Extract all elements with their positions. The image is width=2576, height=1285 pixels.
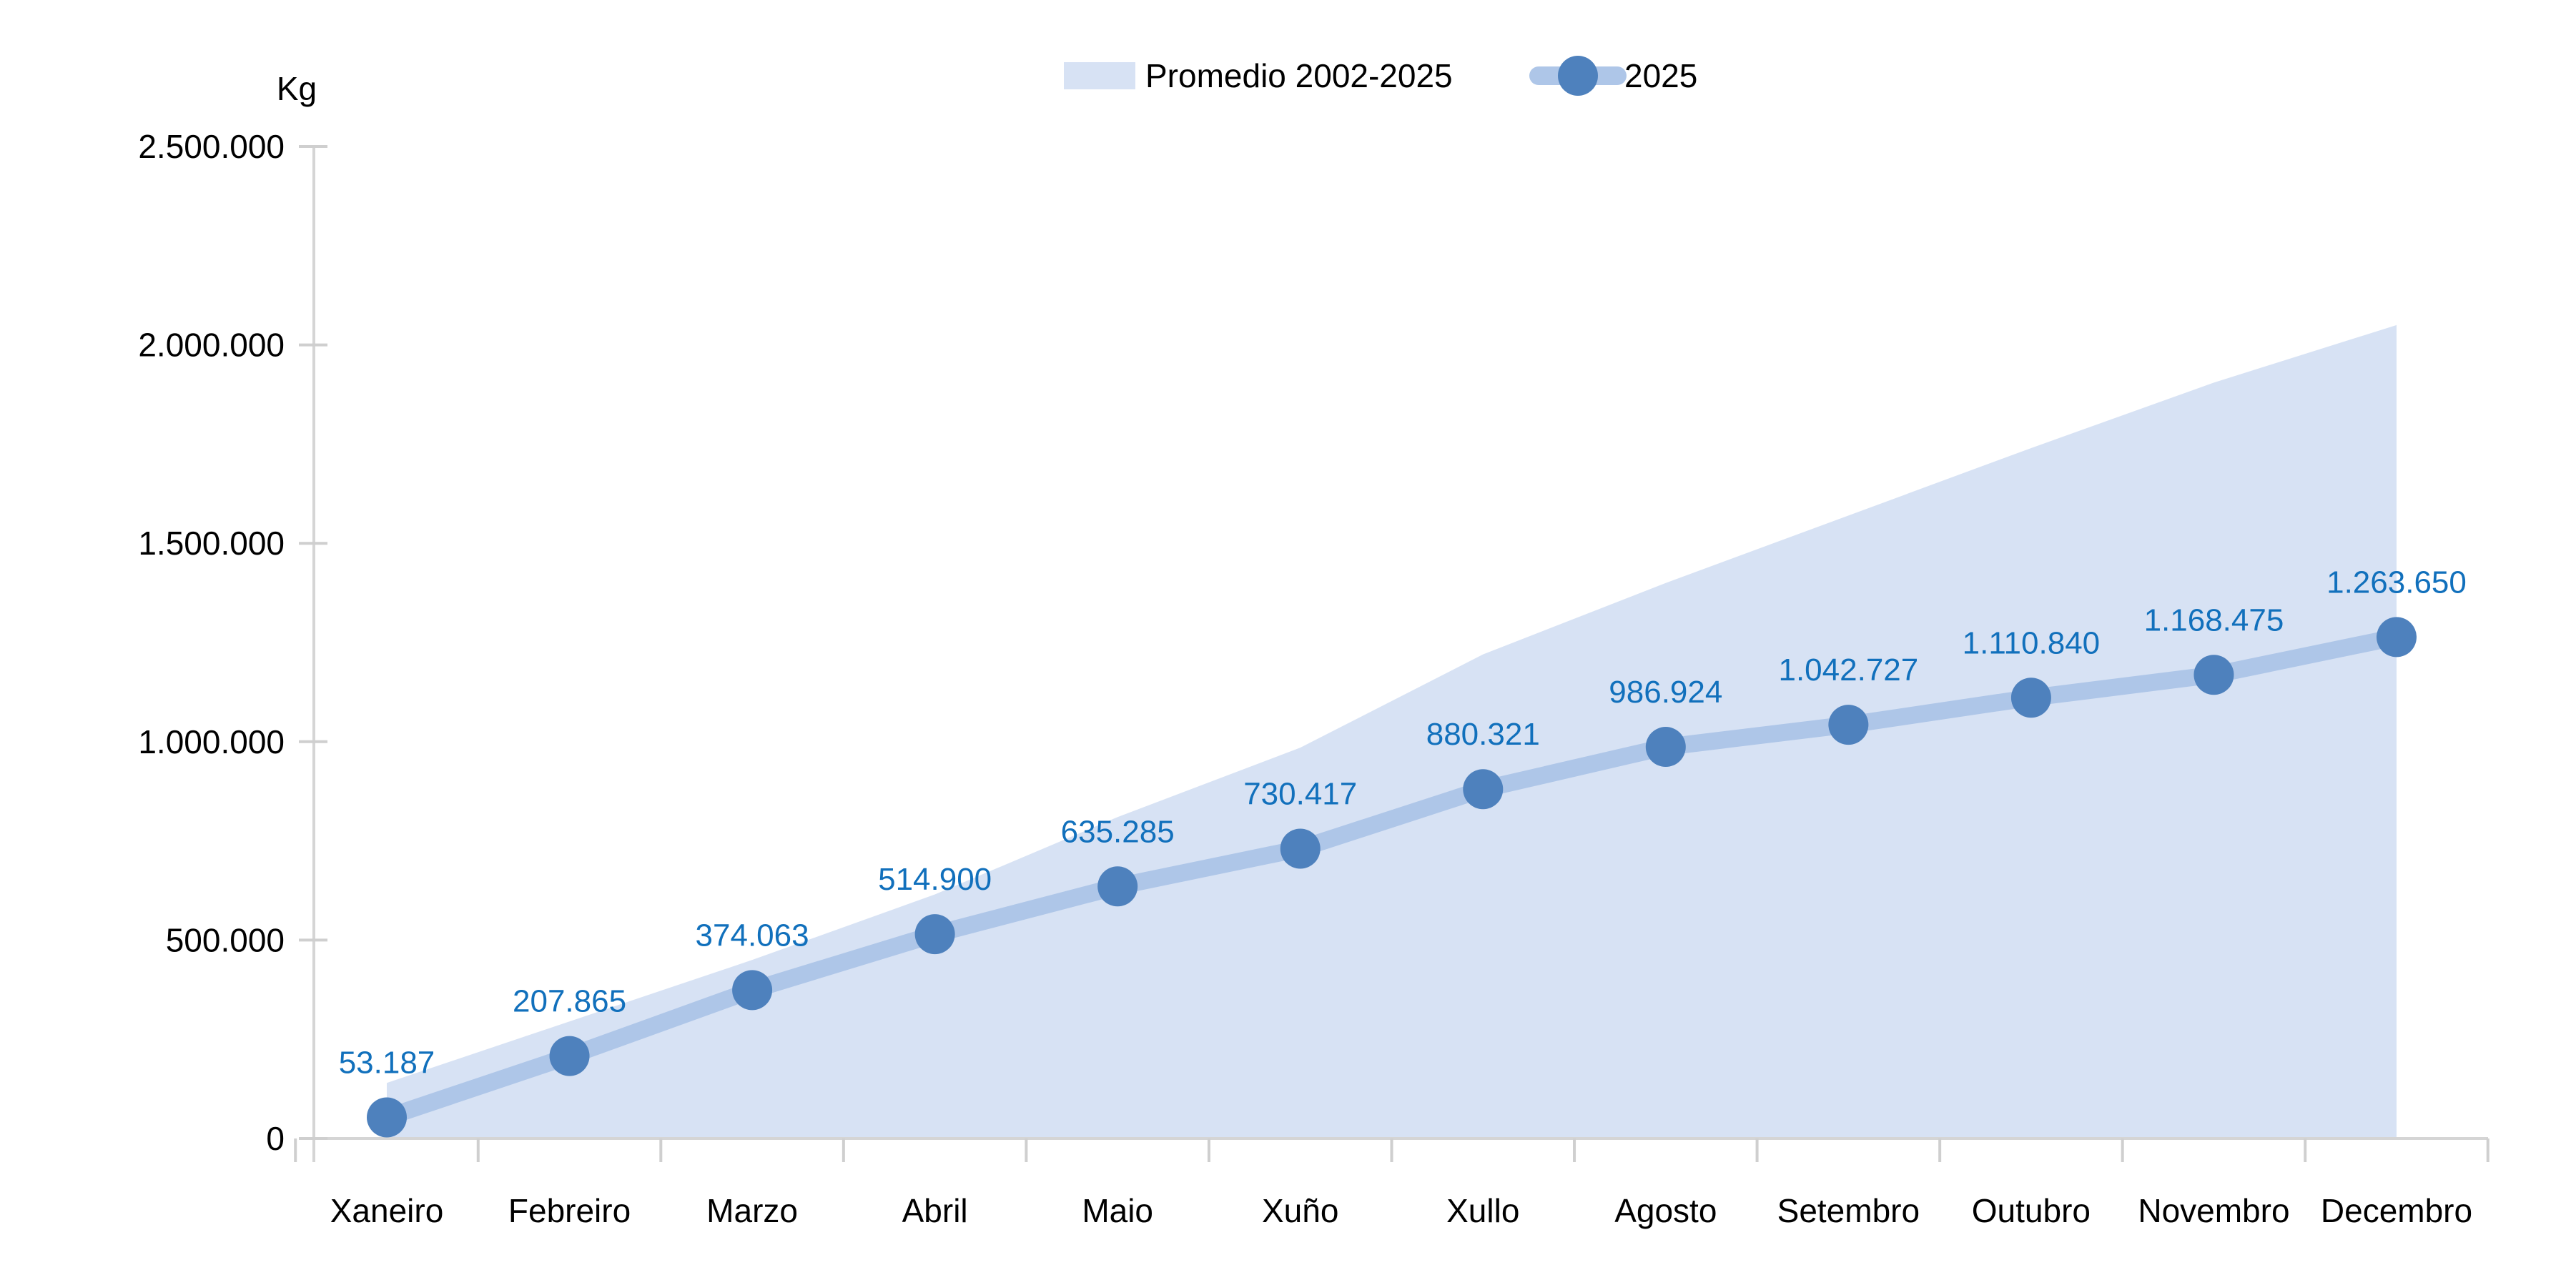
data-point-marker: [1097, 866, 1138, 907]
x-axis-month-label: Maio: [1082, 1192, 1153, 1229]
data-point-marker: [2376, 617, 2417, 658]
x-axis-month-label: Decembro: [2321, 1192, 2472, 1229]
data-point-label: 514.900: [878, 862, 992, 897]
data-point-label: 374.063: [696, 918, 809, 953]
x-axis-month-label: Abril: [902, 1192, 968, 1229]
data-point-marker: [1828, 705, 1869, 745]
promedio-area-series: [387, 324, 2397, 1139]
x-axis-month-label: Setembro: [1777, 1192, 1920, 1229]
data-point-label: 1.168.475: [2144, 602, 2284, 637]
data-point-label: 1.263.650: [2326, 565, 2467, 600]
data-point-marker: [1645, 727, 1686, 768]
line-series-2025: [378, 628, 2405, 1126]
data-point-label: 730.417: [1243, 776, 1357, 811]
data-point-label: 53.187: [339, 1045, 435, 1080]
data-point-marker: [732, 970, 773, 1011]
data-point-label: 1.042.727: [1778, 653, 1918, 688]
data-point-label: 635.285: [1061, 814, 1175, 849]
y-axis-tick-label: 1.000.000: [138, 723, 285, 760]
legend-label-2025[interactable]: 2025: [1624, 57, 1697, 94]
data-point-marker: [367, 1097, 407, 1138]
data-point-marker: [549, 1036, 590, 1076]
x-axis-month-label: Xullo: [1446, 1192, 1519, 1229]
x-axis-month-label: Xuño: [1262, 1192, 1338, 1229]
data-point-marker: [2193, 655, 2234, 695]
data-point-label: 1.110.840: [1963, 625, 2100, 660]
y-axis-tick-label: 0: [266, 1120, 285, 1157]
x-axis-month-label: Marzo: [706, 1192, 798, 1229]
data-point-label: 986.924: [1609, 675, 1722, 710]
y-axis-tick-label: 2.500.000: [138, 128, 285, 165]
y-axis-tick-label: 2.000.000: [138, 327, 285, 364]
x-axis-month-label: Agosto: [1614, 1192, 1717, 1229]
legend-marker-swatch-2025: [1558, 56, 1598, 96]
legend-label-promedio[interactable]: Promedio 2002-2025: [1145, 57, 1453, 94]
data-point-marker: [1280, 828, 1321, 869]
data-point-label: 207.865: [513, 984, 626, 1019]
data-point-label: 880.321: [1426, 717, 1540, 752]
legend-swatch-promedio: [1064, 62, 1135, 89]
data-point-marker: [914, 914, 955, 955]
x-axis-month-label: Novembro: [2138, 1192, 2289, 1229]
x-axis-month-label: Xaneiro: [330, 1192, 444, 1229]
y-axis-title: Kg: [277, 70, 317, 107]
x-axis-month-label: Febreiro: [508, 1192, 631, 1229]
data-point-marker: [1463, 769, 1504, 810]
x-axis-month-label: Outubro: [1972, 1192, 2091, 1229]
data-point-marker: [2010, 678, 2051, 718]
y-axis-tick-label: 500.000: [166, 921, 285, 958]
y-axis-tick-label: 1.500.000: [138, 525, 285, 562]
